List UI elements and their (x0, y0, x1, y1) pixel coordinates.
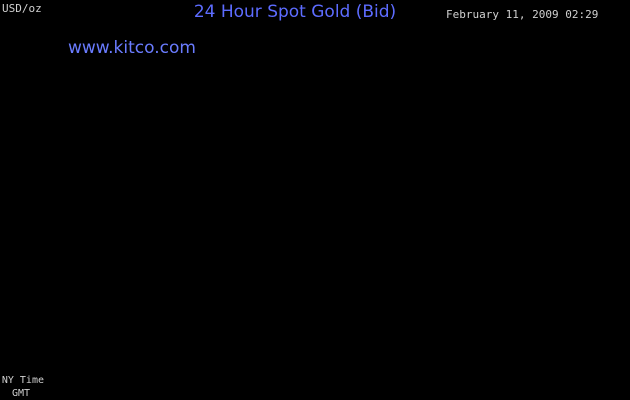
x2-axis-label: GMT (12, 388, 30, 399)
labels-layer: 24 Hour Spot Gold (Bid) February 11, 200… (2, 2, 598, 399)
watermark: www.kitco.com (68, 38, 196, 58)
timestamp: February 11, 2009 02:29 (446, 8, 598, 21)
x-axis-label: NY Time (2, 375, 44, 386)
y-axis-label: USD/oz (2, 2, 42, 15)
chart-title: 24 Hour Spot Gold (Bid) (194, 2, 396, 22)
